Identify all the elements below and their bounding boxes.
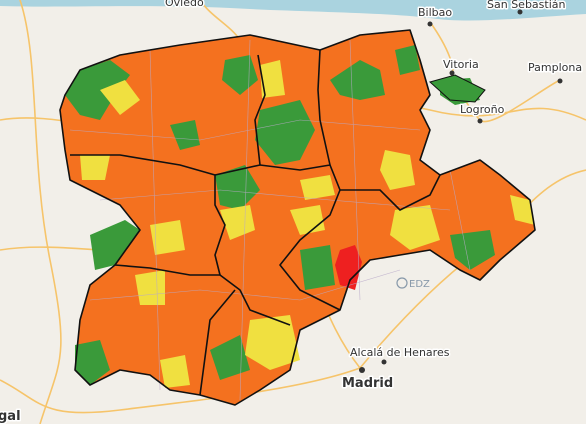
enclave	[428, 74, 486, 103]
region	[59, 29, 536, 406]
place-label: gal	[0, 409, 21, 424]
attribution-icon	[396, 277, 408, 289]
yellow-areas	[80, 60, 535, 388]
place-label: Oviedo	[165, 0, 204, 9]
place-label: San Sebastián	[487, 0, 566, 11]
place-label: Bilbao	[418, 6, 452, 19]
attribution: EDZ	[409, 279, 430, 290]
province-borders	[59, 29, 536, 406]
city-dots	[359, 9, 563, 373]
place-label: Pamplona	[528, 61, 582, 74]
sea	[0, 0, 586, 21]
place-label: Vitoria	[443, 58, 479, 71]
red-area	[335, 245, 362, 290]
place-label: Madrid	[342, 376, 393, 391]
place-label: Alcalá de Henares	[350, 346, 450, 359]
place-label: Logroño	[460, 103, 505, 116]
municipal-borders	[69, 39, 471, 401]
